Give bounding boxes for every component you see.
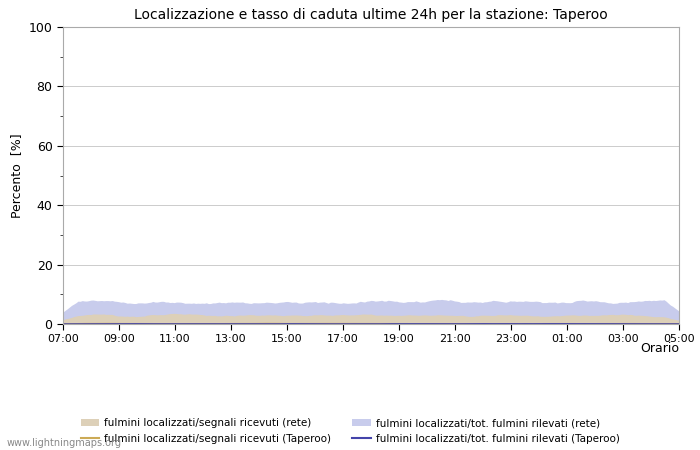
Text: www.lightningmaps.org: www.lightningmaps.org [7, 438, 122, 448]
Text: Orario: Orario [640, 342, 679, 355]
Y-axis label: Percento  [%]: Percento [%] [10, 133, 23, 218]
Title: Localizzazione e tasso di caduta ultime 24h per la stazione: Taperoo: Localizzazione e tasso di caduta ultime … [134, 8, 608, 22]
Legend: fulmini localizzati/segnali ricevuti (rete), fulmini localizzati/segnali ricevut: fulmini localizzati/segnali ricevuti (re… [80, 418, 620, 444]
